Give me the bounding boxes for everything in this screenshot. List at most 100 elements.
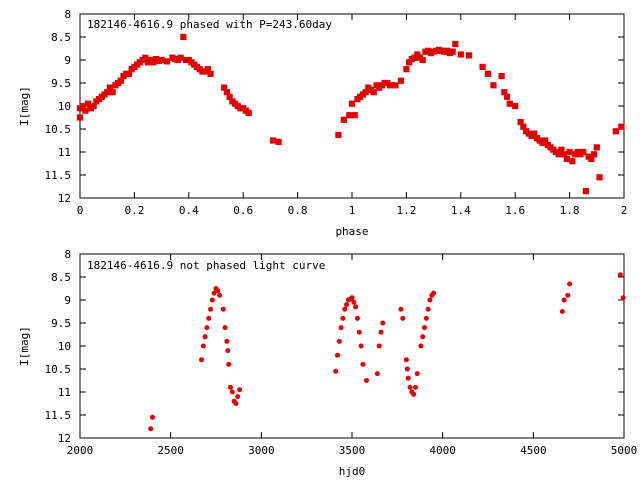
unphased-data-point (340, 315, 346, 321)
phased-data-point (457, 51, 464, 58)
unphased-data-point (198, 357, 204, 363)
phased-data-point (346, 112, 353, 119)
unphased-y-tick-label: 8.5 (51, 271, 71, 284)
phased-data-point (452, 40, 459, 47)
phased-data-point (596, 174, 603, 181)
unphased-data-point (422, 325, 428, 331)
unphased-y-tick-label: 11.5 (45, 409, 72, 422)
unphased-data-point (229, 389, 235, 395)
phased-y-tick-label: 9.5 (51, 77, 71, 90)
phased-axis-ticks: 0 0.2 0.4 0.6 0.8 1 1.2 1.4 1.6 1.8 2 8 8.5 9 9.5 10 10.… (45, 8, 628, 217)
phased-x-tick-label: 1.6 (505, 204, 525, 217)
unphased-y-tick-label: 9 (64, 294, 71, 307)
unphased-data-point (200, 343, 206, 349)
unphased-data-point (565, 292, 571, 298)
unphased-data-point (351, 299, 357, 305)
unphased-data-point (204, 325, 210, 331)
unphased-data-point (418, 343, 424, 349)
unphased-data-point (148, 426, 154, 432)
unphased-data-point (222, 325, 228, 331)
unphased-x-axis-label: hjd0 (339, 465, 366, 478)
phased-data-point (593, 144, 600, 151)
unphased-plot-title: 182146-4616.9 not phased light curve (87, 259, 325, 272)
unphased-data-point (209, 297, 215, 303)
unphased-data-point (237, 387, 243, 393)
unphased-data-point (235, 394, 241, 400)
unphased-y-tick-label: 10.5 (45, 363, 72, 376)
unphased-x-tick-label: 2000 (67, 444, 94, 457)
phased-y-tick-label: 10 (58, 100, 71, 113)
phased-x-axis-label: phase (335, 225, 368, 238)
phased-data-point (109, 89, 116, 96)
unphased-data-point (425, 306, 431, 312)
unphased-data-point (349, 295, 355, 301)
phased-data-point (245, 109, 252, 117)
unphased-data-point (559, 309, 565, 314)
unphased-data-point (411, 391, 417, 397)
unphased-data-point (220, 306, 226, 312)
phased-data-point (340, 116, 347, 123)
unphased-data-point (150, 414, 156, 420)
phased-data-points (76, 33, 625, 195)
unphased-data-point (226, 361, 232, 367)
phased-data-point (207, 70, 214, 77)
unphased-data-point (407, 384, 413, 390)
phased-y-tick-label: 12 (58, 192, 71, 205)
unphased-data-point (358, 343, 364, 349)
unphased-data-points (148, 272, 626, 432)
phased-data-point (348, 100, 356, 107)
unphased-data-point (342, 306, 348, 312)
unphased-data-point (202, 334, 208, 340)
unphased-data-point (414, 371, 420, 377)
phased-data-point (569, 158, 576, 165)
phased-y-tick-label: 11.5 (45, 169, 72, 182)
phased-data-point (498, 73, 505, 80)
unphased-y-tick-label: 10 (58, 340, 71, 353)
unphased-x-tick-label: 2500 (157, 444, 184, 457)
phased-x-tick-label: 1 (349, 204, 356, 217)
phased-data-point (82, 107, 89, 114)
phased-y-axis-label: I[mag] (18, 86, 31, 126)
unphased-data-point (360, 361, 366, 367)
unphased-data-point (404, 366, 410, 372)
unphased-data-point (215, 288, 221, 294)
phased-x-tick-label: 0 (77, 204, 84, 217)
phased-data-point (335, 131, 342, 139)
phased-y-tick-label: 11 (58, 146, 71, 159)
unphased-x-tick-label: 3500 (339, 444, 366, 457)
unphased-y-tick-label: 8 (64, 248, 71, 261)
phased-x-tick-label: 0.6 (233, 204, 253, 217)
phased-x-tick-label: 0.2 (124, 204, 144, 217)
unphased-y-tick-label: 11 (58, 386, 71, 399)
unphased-y-tick-label: 9.5 (51, 317, 71, 330)
unphased-data-point (398, 306, 404, 312)
phased-data-point (618, 123, 625, 130)
unphased-data-point (427, 297, 433, 303)
phased-data-point (270, 137, 277, 144)
phased-data-point (370, 89, 377, 96)
phased-x-tick-label: 2 (621, 204, 628, 217)
phased-data-point (392, 82, 399, 89)
unphased-data-point (217, 292, 223, 298)
phased-data-point (76, 114, 84, 121)
phased-data-point (612, 128, 619, 135)
phased-data-point (351, 112, 358, 119)
phased-data-point (484, 70, 492, 77)
unphased-data-point (334, 352, 340, 358)
unphased-data-point (206, 315, 212, 321)
phased-x-tick-label: 0.8 (288, 204, 308, 217)
unphased-plot-frame (79, 253, 625, 439)
phased-data-point (163, 58, 171, 65)
phased-y-tick-label: 9 (64, 54, 71, 67)
unphased-y-axis-label: I[mag] (18, 326, 31, 366)
phased-y-tick-label: 8.5 (51, 31, 71, 44)
phased-plot-title: 182146-4616.9 phased with P=243.60day (87, 18, 332, 31)
phased-data-point (580, 148, 587, 156)
unphased-axis-ticks: 2000 2500 3000 3500 4000 4500 5000 8 8.5 9 9.5 10 10… (45, 248, 638, 457)
unphased-data-point (400, 315, 406, 321)
unphased-data-point (431, 290, 437, 296)
phased-data-point (177, 54, 184, 61)
unphased-data-point (420, 334, 426, 340)
phased-data-point (566, 148, 573, 156)
